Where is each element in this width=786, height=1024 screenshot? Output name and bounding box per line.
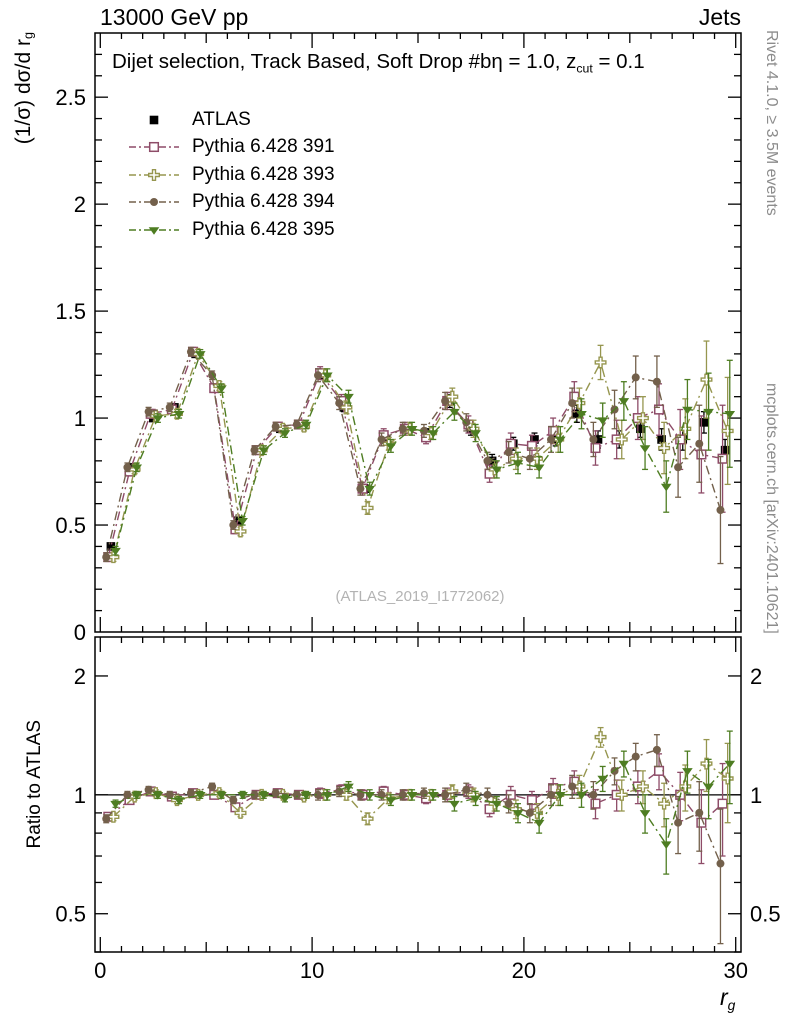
x-axis-label-text: r xyxy=(720,984,728,1010)
legend-label: ATLAS xyxy=(192,108,251,130)
svg-text:10: 10 xyxy=(300,958,324,983)
svg-text:0.5: 0.5 xyxy=(750,902,781,927)
axis-tick-labels: 0 10 20 30 0 0.5 1 1.5 2 2.5 0.5 0.5 1 1 2 2 xyxy=(55,85,780,983)
series-Pythia-6.428-395-main xyxy=(110,348,736,556)
legend-marker-circle-filled-icon xyxy=(129,198,179,207)
x-axis-label-subscript: g xyxy=(727,997,736,1013)
svg-text:30: 30 xyxy=(723,958,747,983)
svg-text:2: 2 xyxy=(750,664,762,689)
legend-marker-square-filled-icon xyxy=(149,115,159,125)
plot-title-text: Dijet selection, Track Based, Soft Drop … xyxy=(112,50,577,73)
legend-item: Pythia 6.428 395 xyxy=(128,216,335,244)
legend-item: Pythia 6.428 394 xyxy=(128,189,335,217)
svg-text:2.5: 2.5 xyxy=(55,85,86,110)
plot-title: Dijet selection, Track Based, Soft Drop … xyxy=(112,50,645,75)
main-y-axis-label: (1/σ) dσ/d rg xyxy=(12,32,36,144)
axis-ticks xyxy=(95,33,741,953)
svg-text:0: 0 xyxy=(74,620,86,645)
svg-text:20: 20 xyxy=(512,958,536,983)
legend-label: Pythia 6.428 395 xyxy=(192,218,335,240)
svg-text:1.5: 1.5 xyxy=(55,299,86,324)
beam-energy-label: 13000 GeV pp xyxy=(100,4,249,30)
svg-text:1: 1 xyxy=(750,783,762,808)
x-axis-label: rg xyxy=(720,984,735,1013)
svg-text:1: 1 xyxy=(74,406,86,431)
legend-marker-square-open-icon xyxy=(129,142,179,153)
legend-label: Pythia 6.428 394 xyxy=(192,191,335,213)
analysis-id-watermark: (ATLAS_2019_I1772062) xyxy=(335,588,505,605)
svg-text:0: 0 xyxy=(94,958,106,983)
main-y-axis-label-text: (1/σ) dσ/d r xyxy=(12,39,35,145)
main-y-axis-label-subscript: g xyxy=(21,32,36,40)
legend: ATLAS Pythia 6.428 391 Pythia 6.428 393 Pyt… xyxy=(128,106,335,244)
series-Pythia-6.428-394-main xyxy=(102,346,725,565)
plot-title-tail: = 0.1 xyxy=(592,50,645,73)
process-label: Jets xyxy=(698,4,741,30)
series-Pythia-6.428-393-ratio xyxy=(107,726,734,828)
rivet-version-note: Rivet 4.1.0, ≥ 3.5M events xyxy=(763,30,780,216)
legend-label: Pythia 6.428 393 xyxy=(192,163,335,185)
legend-item: Pythia 6.428 391 xyxy=(128,134,335,162)
series-Pythia-6.428-394-ratio xyxy=(102,734,725,945)
legend-item: Pythia 6.428 393 xyxy=(128,161,335,189)
series-Pythia-6.428-395-ratio xyxy=(110,730,736,875)
svg-text:1: 1 xyxy=(74,783,86,808)
svg-text:2: 2 xyxy=(74,192,86,217)
legend-label: Pythia 6.428 391 xyxy=(192,136,335,158)
svg-text:0.5: 0.5 xyxy=(55,513,86,538)
legend-item: ATLAS xyxy=(128,106,335,134)
mcplots-reference-note: mcplots.cern.ch [arXiv:2401.10621] xyxy=(763,383,780,634)
legend-marker-cross-open-icon xyxy=(129,168,179,181)
main-panel-frame xyxy=(94,32,742,633)
plot-title-subscript: cut xyxy=(576,61,593,76)
series-Pythia-6.428-393-main xyxy=(107,340,734,564)
legend-marker-triangle-down-filled-icon xyxy=(129,226,179,235)
ratio-y-axis-label: Ratio to ATLAS xyxy=(24,720,45,849)
svg-text:2: 2 xyxy=(74,664,86,689)
svg-text:0.5: 0.5 xyxy=(55,902,86,927)
